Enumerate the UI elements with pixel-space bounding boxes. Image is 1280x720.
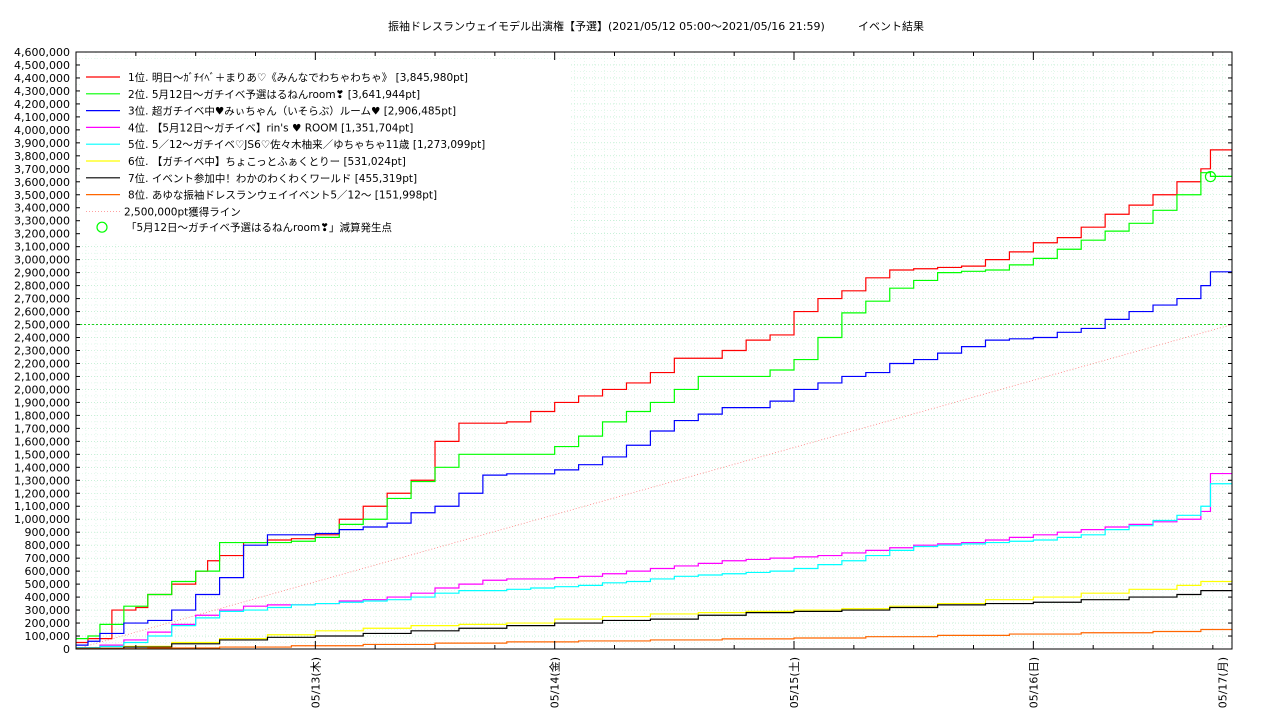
legend-marker-swatch bbox=[96, 221, 108, 233]
y-tick-label: 100,000 bbox=[25, 630, 71, 643]
legend: 1位. 明日〜ｶﾞﾁｲﾍﾞ＋まりあ♡《みんなでわちゃわちゃ》 [3,845,98… bbox=[80, 60, 570, 242]
y-tick-label: 500,000 bbox=[25, 578, 71, 591]
y-tick-label: 800,000 bbox=[25, 539, 71, 552]
legend-entry: 2,500,000pt獲得ライン bbox=[124, 205, 241, 218]
legend-entry: 2位. 5月12日〜ガチイベ予選はるねんroom❣ [3,641,944pt] bbox=[128, 88, 420, 101]
y-tick-label: 1,800,000 bbox=[14, 409, 70, 422]
y-tick-label: 3,800,000 bbox=[14, 150, 70, 163]
legend-entry: 「5月12日〜ガチイベ予選はるねんroom❣」減算発生点 bbox=[126, 221, 392, 234]
x-tick-label: 05/16(日) bbox=[1027, 657, 1040, 708]
series-line-3 bbox=[76, 271, 1232, 646]
series-line-5 bbox=[76, 483, 1232, 649]
y-tick-label: 1,500,000 bbox=[14, 448, 70, 461]
y-tick-label: 2,600,000 bbox=[14, 306, 70, 319]
legend-entry: 1位. 明日〜ｶﾞﾁｲﾍﾞ＋まりあ♡《みんなでわちゃわちゃ》 [3,845,98… bbox=[128, 71, 468, 84]
x-tick-label: 05/13(木) bbox=[309, 657, 322, 708]
y-tick-label: 4,600,000 bbox=[14, 46, 70, 59]
legend-entry: 7位. イベント参加中！わかのわくわくワールド [455,319pt] bbox=[128, 172, 417, 185]
y-tick-label: 4,400,000 bbox=[14, 72, 70, 85]
y-tick-label: 2,900,000 bbox=[14, 267, 70, 280]
series-line-8 bbox=[76, 628, 1233, 650]
y-tick-label: 2,800,000 bbox=[14, 280, 70, 293]
legend-background bbox=[80, 60, 570, 242]
target-reference-line bbox=[75, 324, 1233, 650]
y-tick-label: 2,700,000 bbox=[14, 293, 70, 306]
y-tick-label: 300,000 bbox=[25, 604, 71, 617]
y-tick-label: 3,100,000 bbox=[14, 241, 70, 254]
y-tick-label: 1,600,000 bbox=[14, 435, 70, 448]
y-tick-label: 2,100,000 bbox=[14, 370, 70, 383]
y-tick-label: 3,900,000 bbox=[14, 137, 70, 150]
markers bbox=[1204, 170, 1217, 183]
y-tick-label: 1,700,000 bbox=[14, 422, 70, 435]
series-line-7 bbox=[76, 589, 1233, 649]
y-tick-label: 1,400,000 bbox=[14, 461, 70, 474]
y-tick-label: 1,100,000 bbox=[14, 500, 70, 513]
legend-entry: 3位. 超ガチイベ中♥みぃちゃん（いそらぶ）ルーム♥ [2,906,485pt] bbox=[128, 105, 456, 118]
y-tick-label: 200,000 bbox=[25, 617, 71, 630]
legend-entry: 5位. 5／12〜ガチイベ♡JS6♡佐々木柚来／ゆちゃちゃ11歳 [1,273,… bbox=[128, 138, 485, 151]
y-tick-label: 2,500,000 bbox=[14, 319, 70, 332]
y-tick-label: 600,000 bbox=[25, 565, 71, 578]
y-tick-label: 1,300,000 bbox=[14, 474, 70, 487]
series-line-1 bbox=[76, 149, 1232, 644]
y-tick-label: 4,300,000 bbox=[14, 85, 70, 98]
y-tick-label: 2,200,000 bbox=[14, 357, 70, 370]
y-tick-label: 400,000 bbox=[25, 591, 71, 604]
legend-entry: 6位. 【ガチイベ中】ちょこっとふぁくとりー [531,024pt] bbox=[128, 155, 406, 168]
y-tick-label: 2,000,000 bbox=[14, 383, 70, 396]
chart-subtitle: イベント結果 bbox=[858, 19, 924, 33]
y-tick-label: 3,400,000 bbox=[14, 202, 70, 215]
chart-title: 振袖ドレスランウェイモデル出演権【予選】(2021/05/12 05:00〜20… bbox=[388, 19, 825, 33]
y-tick-label: 2,400,000 bbox=[14, 332, 70, 345]
y-tick-label: 3,600,000 bbox=[14, 176, 70, 189]
y-tick-label: 900,000 bbox=[25, 526, 71, 539]
legend-entry: 8位. あゆな振袖ドレスランウェイイベント5／12〜 [151,998pt] bbox=[128, 189, 437, 202]
y-tick-label: 4,000,000 bbox=[14, 124, 70, 137]
decrease-marker bbox=[1204, 170, 1217, 183]
reference-lines bbox=[75, 324, 1233, 650]
series-line-4 bbox=[76, 472, 1232, 649]
y-tick-label: 0 bbox=[63, 643, 70, 656]
y-tick-label: 4,100,000 bbox=[14, 111, 70, 124]
y-tick-label: 3,700,000 bbox=[14, 163, 70, 176]
legend-entry: 4位. 【5月12日〜ガチイベ】rin's ♥ ROOM [1,351,704p… bbox=[128, 121, 413, 134]
series-line-2 bbox=[76, 172, 1232, 640]
y-tick-label: 700,000 bbox=[25, 552, 71, 565]
series-lines bbox=[76, 149, 1233, 650]
x-tick-label: 05/15(土) bbox=[788, 657, 801, 708]
x-tick-label: 05/14(金) bbox=[548, 657, 562, 708]
axes: 0100,000200,000300,000400,000500,000600,… bbox=[14, 46, 1232, 708]
y-tick-label: 2,300,000 bbox=[14, 345, 70, 358]
y-tick-label: 4,500,000 bbox=[14, 59, 70, 72]
y-tick-label: 1,000,000 bbox=[14, 513, 70, 526]
y-tick-label: 3,500,000 bbox=[14, 189, 70, 202]
y-tick-label: 1,200,000 bbox=[14, 487, 70, 500]
y-tick-label: 3,300,000 bbox=[14, 215, 70, 228]
y-tick-label: 3,000,000 bbox=[14, 254, 70, 267]
x-tick-label: 05/17(月) bbox=[1216, 657, 1229, 708]
y-tick-label: 4,200,000 bbox=[14, 98, 70, 111]
y-tick-label: 1,900,000 bbox=[14, 396, 70, 409]
series-line-6 bbox=[76, 580, 1233, 649]
y-tick-label: 3,200,000 bbox=[14, 228, 70, 241]
